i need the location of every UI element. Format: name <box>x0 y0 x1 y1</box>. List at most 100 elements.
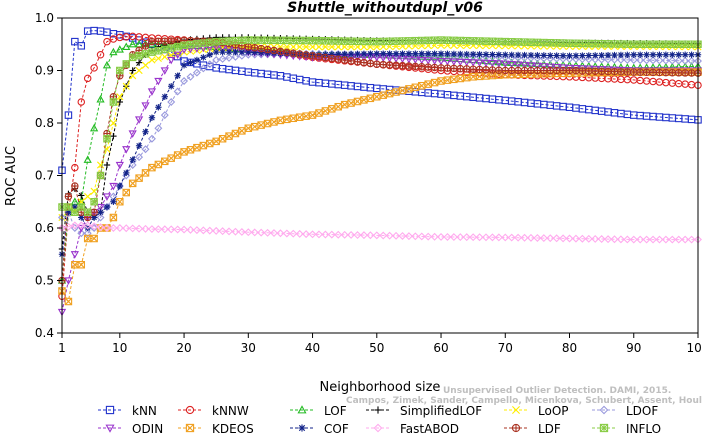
series-line <box>61 53 699 234</box>
data-point <box>187 59 194 66</box>
data-point <box>661 235 670 244</box>
data-point <box>276 229 285 238</box>
data-point <box>430 36 439 44</box>
data-point <box>77 260 86 269</box>
series-inflo <box>58 36 702 217</box>
data-point <box>533 66 542 75</box>
y-tick-label: 0.6 <box>35 221 54 235</box>
data-point <box>636 68 644 76</box>
data-point <box>430 57 439 66</box>
data-point <box>571 234 580 243</box>
data-point <box>109 47 118 56</box>
data-point <box>102 224 111 232</box>
data-point <box>591 39 599 48</box>
data-point <box>263 228 272 237</box>
data-point <box>674 56 683 65</box>
data-point <box>687 235 696 244</box>
data-point <box>160 67 169 75</box>
data-point <box>392 61 400 70</box>
data-point <box>513 58 523 67</box>
data-point <box>148 56 156 64</box>
data-point <box>289 36 298 45</box>
data-point <box>604 55 613 64</box>
data-point <box>110 198 117 205</box>
data-point <box>83 208 92 217</box>
data-point <box>231 52 240 61</box>
data-point <box>135 224 144 233</box>
data-point <box>565 234 574 243</box>
data-point <box>83 155 92 163</box>
data-point <box>507 60 516 69</box>
data-point <box>585 39 593 48</box>
data-point <box>514 38 522 46</box>
data-point <box>616 55 625 64</box>
data-point <box>443 36 452 44</box>
data-point <box>405 37 413 45</box>
data-point <box>135 66 143 75</box>
data-point <box>96 50 105 59</box>
data-point <box>167 37 175 45</box>
series-line <box>61 44 699 218</box>
data-point <box>109 213 118 222</box>
data-point <box>649 56 658 65</box>
data-point <box>359 231 368 240</box>
data-point <box>546 66 554 75</box>
data-point <box>168 83 175 90</box>
watermark-line-1: Unsupervised Outlier Detection. DAMI, 20… <box>443 386 671 396</box>
data-point <box>199 39 208 47</box>
data-point <box>437 36 445 44</box>
legend-label: ODIN <box>132 422 163 434</box>
data-point <box>462 233 471 242</box>
data-point <box>90 234 98 243</box>
data-point <box>128 179 137 188</box>
data-point <box>630 68 638 76</box>
data-point <box>475 72 484 81</box>
data-point <box>347 37 355 45</box>
data-point <box>449 58 459 66</box>
data-point <box>404 232 413 241</box>
data-point <box>360 50 368 58</box>
data-point <box>424 63 432 71</box>
data-point <box>629 235 638 244</box>
data-point <box>456 233 465 242</box>
data-point <box>212 137 220 146</box>
data-point <box>617 51 625 59</box>
data-point <box>116 182 124 190</box>
x-tick-label: 90 <box>626 341 641 355</box>
data-point <box>482 51 490 58</box>
data-point <box>200 54 207 61</box>
data-point <box>546 38 554 47</box>
data-point <box>360 58 368 67</box>
legend-item-kdeos: KDEOS <box>178 422 254 434</box>
axes: 1 10 20 30 40 50 60 70 80 90 100 0.4 0.5 0.6 0.7 0.8 0.9… <box>35 11 702 355</box>
y-tick-label: 0.7 <box>35 169 54 183</box>
data-point <box>103 135 111 143</box>
data-point <box>571 65 581 73</box>
data-point <box>501 37 510 46</box>
data-point <box>186 225 195 234</box>
data-point <box>161 45 169 54</box>
data-point <box>552 39 561 47</box>
y-tick-label: 0.8 <box>35 116 54 130</box>
data-point <box>161 37 169 45</box>
data-point <box>96 95 105 103</box>
data-point <box>289 229 298 238</box>
data-point <box>617 68 625 76</box>
data-point <box>308 52 317 60</box>
data-point <box>424 51 433 60</box>
data-point <box>225 48 233 56</box>
data-point <box>135 59 143 66</box>
data-point <box>218 54 227 63</box>
data-point <box>681 235 690 244</box>
data-point <box>257 44 265 53</box>
data-point <box>681 56 690 65</box>
data-point <box>591 234 600 243</box>
data-point <box>662 40 670 48</box>
data-point <box>148 114 156 121</box>
data-point <box>424 36 432 45</box>
data-point <box>501 58 510 66</box>
data-point <box>347 230 356 239</box>
data-point <box>507 66 516 75</box>
data-point <box>508 51 515 59</box>
data-point <box>642 68 651 77</box>
